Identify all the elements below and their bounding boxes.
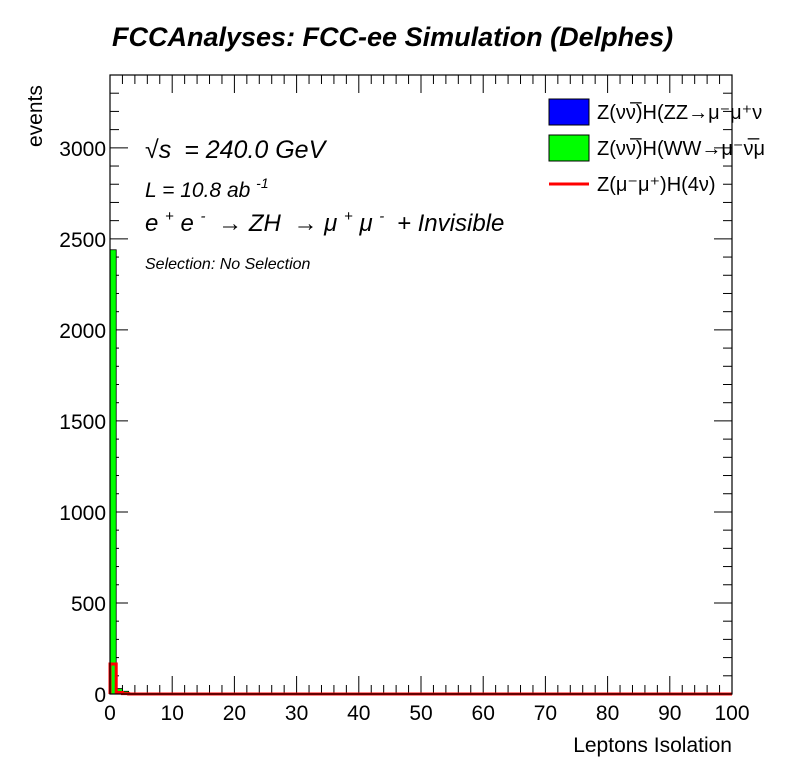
process-label: e + e - → ZH → μ + μ - + Invisible: [145, 200, 504, 237]
process-mu2: μ: [358, 210, 372, 237]
y-tick-label: 1000: [59, 502, 106, 525]
legend-swatch: [548, 134, 590, 162]
x-tick-label: 50: [409, 702, 432, 725]
process-e1: e: [145, 210, 158, 237]
luminosity-exponent: -1: [256, 175, 268, 191]
histogram-bar: [109, 249, 117, 695]
y-tick-label: 500: [71, 593, 106, 616]
x-tick-label: 80: [596, 702, 619, 725]
plot-frame: [109, 74, 733, 695]
y-tick-label: 3000: [59, 138, 106, 161]
x-tick-label: 70: [534, 702, 557, 725]
selection-label: Selection: No Selection: [145, 256, 311, 273]
y-tick-label: 2500: [59, 229, 106, 252]
x-tick-label: 100: [714, 702, 749, 725]
annotations: √s = 240.0 GeV L = 10.8 ab -1 e + e - → …: [145, 136, 504, 273]
histogram-bars: [108, 249, 732, 696]
x-axis-label: Leptons Isolation: [573, 734, 732, 757]
y-tick-label: 2000: [59, 320, 106, 343]
y-axis-label: events: [24, 85, 47, 147]
process-mu1: → μ: [294, 210, 338, 237]
y-tick-label: 0: [94, 684, 106, 707]
process-zh: → ZH: [218, 210, 281, 237]
process-e2: e: [180, 210, 193, 237]
luminosity-base: L = 10.8 ab: [145, 179, 251, 202]
legend: Z(νν̅)H(ZZ→μ⁻μ⁺ν Z(νν̅)H(WW→μ⁻ν̅μ Z(μ⁻μ⁺)H…: [548, 98, 765, 196]
process-e1-sup: +: [165, 208, 174, 225]
axis-ticks: 0 10 20 30 40 50 60 70 80 90 100050010001500200025…: [59, 74, 750, 725]
process-mu1-sup: +: [344, 208, 353, 225]
x-tick-label: 30: [285, 702, 308, 725]
sqrt-s-label: √s = 240.0 GeV: [145, 136, 328, 164]
x-tick-label: 0: [104, 702, 116, 725]
legend-label: Z(μ⁻μ⁺)H(4ν): [597, 174, 716, 196]
legend-label: Z(νν̅)H(WW→μ⁻ν̅μ: [597, 137, 765, 160]
chart-title: FCCAnalyses: FCC-ee Simulation (Delphes): [112, 22, 673, 52]
x-tick-label: 20: [223, 702, 246, 725]
sqrt-s-symbol: √s: [145, 136, 171, 164]
legend-label: Z(νν̅)H(ZZ→μ⁻μ⁺ν: [597, 101, 762, 124]
x-tick-label: 40: [347, 702, 370, 725]
x-tick-label: 90: [658, 702, 681, 725]
luminosity-label: L = 10.8 ab -1: [145, 175, 269, 202]
y-tick-label: 1500: [59, 411, 106, 434]
x-tick-label: 10: [161, 702, 184, 725]
legend-swatch: [548, 98, 590, 126]
sqrt-s-value: = 240.0 GeV: [184, 136, 327, 164]
process-e2-sup: -: [201, 208, 206, 225]
process-mu2-sup: -: [379, 208, 384, 225]
x-tick-label: 60: [472, 702, 495, 725]
process-invisible: + Invisible: [397, 210, 504, 237]
